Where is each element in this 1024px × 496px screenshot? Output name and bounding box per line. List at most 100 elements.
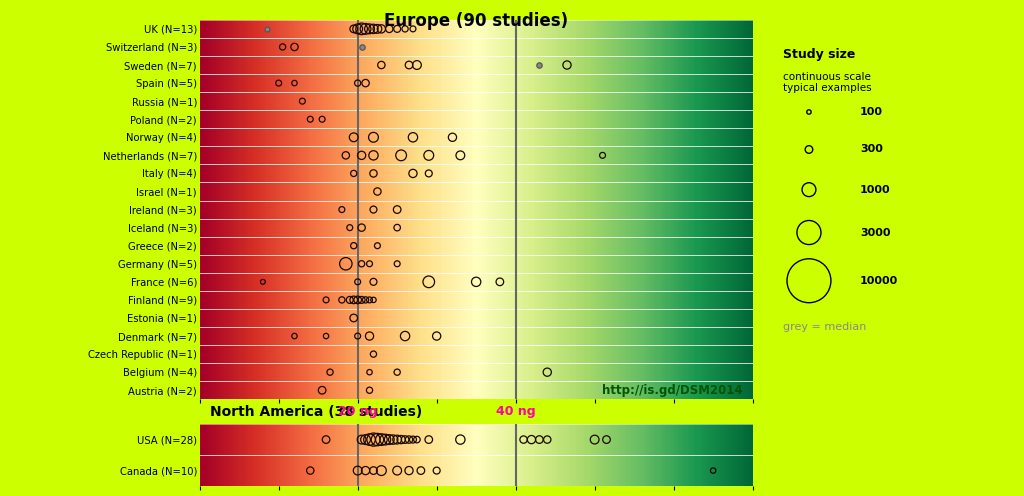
Point [338,260,354,268]
Text: grey = median: grey = median [783,322,866,332]
Point [366,25,382,33]
Point [594,151,610,159]
Point [385,435,401,443]
Point [373,435,389,443]
Point [531,61,548,69]
Point [287,79,303,87]
Point [349,296,366,304]
Point [801,277,817,285]
Point [345,296,361,304]
Point [801,145,817,153]
Point [349,25,366,33]
Point [322,368,338,376]
Point [334,296,350,304]
Point [801,229,817,237]
Point [366,151,382,159]
Text: 1000: 1000 [860,185,891,194]
Point [314,115,331,123]
Point [393,151,410,159]
Point [302,467,318,475]
Point [317,332,334,340]
Point [357,25,374,33]
Point [421,435,437,443]
Point [409,61,425,69]
Point [361,260,378,268]
Point [444,133,461,141]
Point [400,61,417,69]
Point [587,435,603,443]
Point [357,79,374,87]
Text: 300: 300 [860,144,883,154]
Point [349,332,366,340]
Point [366,435,382,443]
Point [389,206,406,214]
Point [353,43,370,51]
Point [421,278,437,286]
Point [404,435,421,443]
Text: 40 ng: 40 ng [496,405,536,418]
Point [421,151,437,159]
Point [366,170,382,178]
Point [523,435,540,443]
Point [345,170,361,178]
Point [366,206,382,214]
Point [377,435,393,443]
Point [397,435,414,443]
Point [539,368,555,376]
Text: http://is.gd/DSM2014: http://is.gd/DSM2014 [602,384,742,397]
Point [400,435,417,443]
Point [366,278,382,286]
Text: North America (38 studies): North America (38 studies) [210,405,422,419]
Point [404,25,421,33]
Point [413,467,429,475]
Point [428,332,444,340]
Point [361,296,378,304]
Point [801,186,817,193]
Point [366,350,382,358]
Point [349,79,366,87]
Point [515,435,531,443]
Point [531,435,548,443]
Point [370,25,386,33]
Text: Study size: Study size [783,48,856,61]
Point [453,151,469,159]
Point [353,296,370,304]
Point [409,435,425,443]
Point [366,133,382,141]
Point [428,467,444,475]
Point [389,224,406,232]
Point [353,25,370,33]
Point [353,435,370,443]
Point [370,187,386,195]
Point [373,467,389,475]
Point [353,151,370,159]
Point [373,61,389,69]
Point [361,25,378,33]
Point [334,206,350,214]
Point [404,133,421,141]
Text: 3000: 3000 [860,228,891,238]
Point [357,296,374,304]
Point [317,296,334,304]
Text: 20 ng: 20 ng [338,405,378,418]
Point [373,25,389,33]
Point [400,467,417,475]
Point [287,332,303,340]
Point [287,43,303,51]
Text: Europe (90 studies): Europe (90 studies) [384,12,568,30]
Text: 10000: 10000 [860,276,898,286]
Point [345,133,361,141]
Point [342,224,358,232]
Point [370,242,386,249]
Point [397,25,414,33]
Point [353,260,370,268]
Text: continuous scale
typical examples: continuous scale typical examples [783,72,872,93]
Point [598,435,614,443]
Point [345,242,361,249]
Point [397,332,414,340]
Point [366,296,382,304]
Point [393,435,410,443]
Point [404,170,421,178]
Point [453,435,469,443]
Point [338,151,354,159]
